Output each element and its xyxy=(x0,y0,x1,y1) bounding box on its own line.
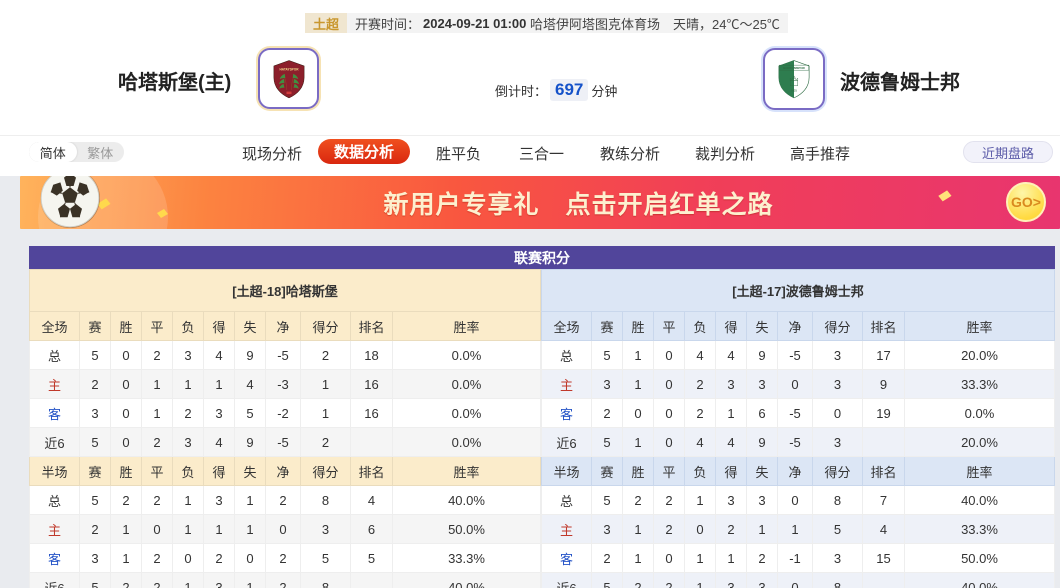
svg-text:HATAYSPOR: HATAYSPOR xyxy=(279,67,299,71)
svg-text:BODRUMSPOR: BODRUMSPOR xyxy=(783,66,805,70)
svg-text:1931: 1931 xyxy=(791,90,797,93)
